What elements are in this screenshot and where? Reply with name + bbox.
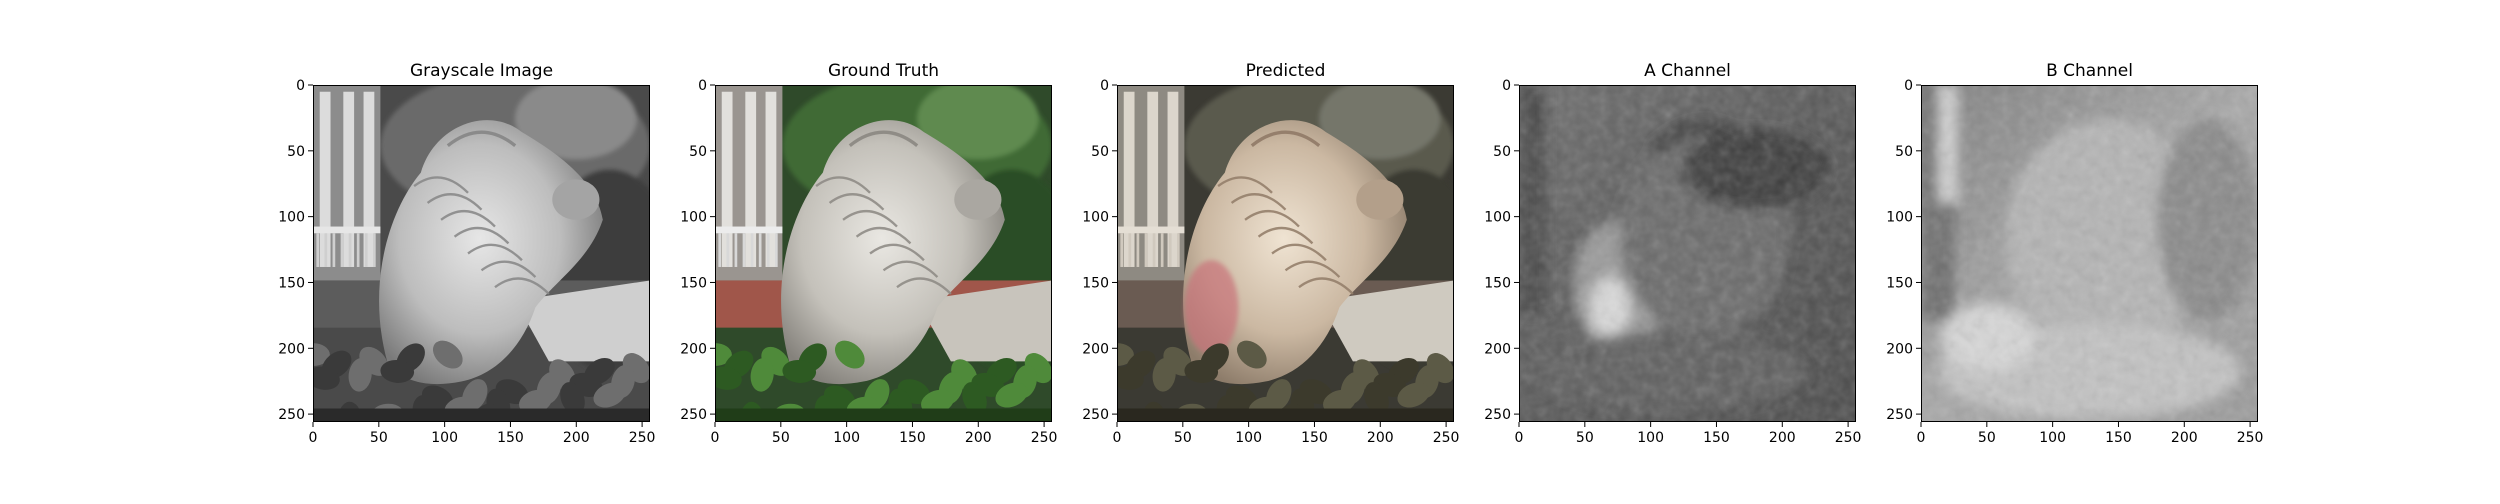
y-tick-label: 50 (1493, 144, 1511, 160)
y-tick-label: 250 (1886, 407, 1913, 423)
x-tick-label: 200 (1367, 430, 1394, 446)
panel-image-a-channel (1519, 85, 1856, 422)
x-axis-ticks: 0 50 100 150 200 250 (1917, 422, 2264, 446)
y-tick-label: 250 (680, 407, 707, 423)
y-tick-label: 250 (1082, 407, 1109, 423)
x-tick-label: 150 (1301, 430, 1328, 446)
y-tick-label: 0 (1100, 78, 1109, 94)
y-tick-label: 150 (1886, 275, 1913, 291)
x-tick-label: 150 (2105, 430, 2132, 446)
x-tick-label: 50 (1978, 430, 1996, 446)
y-tick-label: 0 (296, 78, 305, 94)
panel-title: B Channel (2046, 61, 2133, 81)
y-axis-ticks: 0 50 100 150 200 250 (1082, 78, 1117, 423)
x-tick-label: 200 (965, 430, 992, 446)
y-tick-label: 200 (1484, 341, 1511, 357)
panel-title: A Channel (1644, 61, 1731, 81)
x-tick-label: 100 (1637, 430, 1664, 446)
x-tick-label: 100 (431, 430, 458, 446)
x-tick-label: 100 (2039, 430, 2066, 446)
x-tick-label: 0 (1113, 430, 1122, 446)
y-tick-label: 200 (278, 341, 305, 357)
y-axis-ticks: 0 50 100 150 200 250 (1484, 78, 1519, 423)
y-tick-label: 200 (680, 341, 707, 357)
panel-title: Ground Truth (828, 61, 939, 81)
y-tick-label: 100 (278, 210, 305, 226)
x-tick-label: 200 (1769, 430, 1796, 446)
x-axis-ticks: 0 50 100 150 200 250 (309, 422, 656, 446)
y-tick-label: 250 (1484, 407, 1511, 423)
x-tick-label: 0 (309, 430, 318, 446)
panel-image-grayscale (313, 85, 650, 422)
y-tick-label: 150 (1484, 275, 1511, 291)
panel-image-b-channel (1921, 85, 2258, 422)
y-tick-label: 50 (287, 144, 305, 160)
x-tick-label: 150 (899, 430, 926, 446)
y-tick-label: 150 (278, 275, 305, 291)
x-tick-label: 100 (833, 430, 860, 446)
x-tick-label: 50 (370, 430, 388, 446)
panel-image-ground-truth (715, 85, 1052, 422)
x-axis-ticks: 0 50 100 150 200 250 (1515, 422, 1862, 446)
y-tick-label: 50 (689, 144, 707, 160)
y-tick-label: 200 (1886, 341, 1913, 357)
x-axis-ticks: 0 50 100 150 200 250 (1113, 422, 1460, 446)
y-tick-label: 250 (278, 407, 305, 423)
x-axis-ticks: 0 50 100 150 200 250 (711, 422, 1058, 446)
x-tick-label: 0 (1515, 430, 1524, 446)
y-tick-label: 50 (1895, 144, 1913, 160)
panel-title: Predicted (1246, 61, 1326, 81)
x-tick-label: 200 (563, 430, 590, 446)
y-tick-label: 0 (698, 78, 707, 94)
x-tick-label: 0 (711, 430, 720, 446)
y-axis-ticks: 0 50 100 150 200 250 (278, 78, 313, 423)
y-tick-label: 100 (1082, 210, 1109, 226)
x-tick-label: 150 (1703, 430, 1730, 446)
y-tick-label: 100 (1886, 210, 1913, 226)
y-tick-label: 200 (1082, 341, 1109, 357)
x-tick-label: 250 (1433, 430, 1460, 446)
x-tick-label: 250 (2237, 430, 2264, 446)
y-tick-label: 100 (680, 210, 707, 226)
x-tick-label: 100 (1235, 430, 1262, 446)
y-tick-label: 150 (680, 275, 707, 291)
x-tick-label: 0 (1917, 430, 1926, 446)
x-tick-label: 50 (1174, 430, 1192, 446)
x-tick-label: 250 (629, 430, 656, 446)
x-tick-label: 200 (2171, 430, 2198, 446)
x-tick-label: 50 (772, 430, 790, 446)
y-tick-label: 100 (1484, 210, 1511, 226)
panel-title: Grayscale Image (410, 61, 553, 81)
y-tick-label: 0 (1904, 78, 1913, 94)
x-tick-label: 250 (1835, 430, 1862, 446)
y-tick-label: 50 (1091, 144, 1109, 160)
y-tick-label: 0 (1502, 78, 1511, 94)
x-tick-label: 250 (1031, 430, 1058, 446)
panel-image-predicted (1117, 85, 1454, 422)
y-axis-ticks: 0 50 100 150 200 250 (680, 78, 715, 423)
y-tick-label: 150 (1082, 275, 1109, 291)
x-tick-label: 150 (497, 430, 524, 446)
x-tick-label: 50 (1576, 430, 1594, 446)
y-axis-ticks: 0 50 100 150 200 250 (1886, 78, 1921, 423)
